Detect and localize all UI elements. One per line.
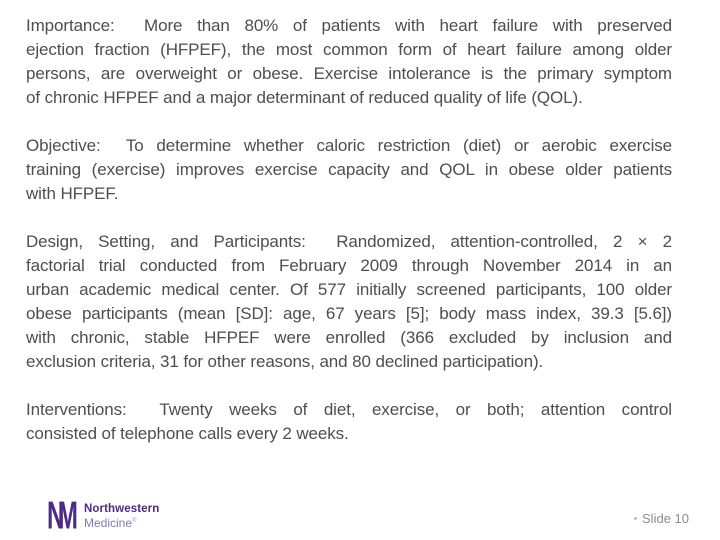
logo-wordmark: Northwestern Medicine® bbox=[84, 501, 159, 529]
paragraph-interventions: Interventions: Twenty weeks of diet, exe… bbox=[26, 398, 672, 446]
text-line: of chronic HFPEF and a major determinant… bbox=[26, 88, 583, 107]
bullet-icon: ▪ bbox=[634, 513, 638, 523]
text-line: with HFPEF. bbox=[26, 184, 119, 203]
text-line: Design, Setting, and Participants: Rando… bbox=[26, 232, 672, 251]
svg-text:M: M bbox=[58, 501, 78, 529]
text-line: persons, are overweight or obese. Exerci… bbox=[26, 64, 672, 83]
paragraph-objective: Objective: To determine whether caloric … bbox=[26, 134, 672, 206]
slide-number: ▪ Slide 10 bbox=[634, 511, 689, 526]
slide-number-label: Slide 10 bbox=[642, 511, 689, 526]
trademark-symbol: ® bbox=[132, 518, 137, 524]
paragraph-importance: Importance: More than 80% of patients wi… bbox=[26, 14, 672, 110]
text-line: with chronic, stable HFPEF were enrolled… bbox=[26, 328, 672, 347]
text-line: consisted of telephone calls every 2 wee… bbox=[26, 424, 349, 443]
text-line: training (exercise) improves exercise ca… bbox=[26, 160, 672, 179]
paragraph-design-setting-participants: Design, Setting, and Participants: Rando… bbox=[26, 230, 672, 374]
logo-division-text: Medicine® bbox=[84, 516, 137, 530]
svg-text:N: N bbox=[47, 501, 65, 529]
slide-text-content: Importance: More than 80% of patients wi… bbox=[26, 14, 672, 470]
logo-name-text: Northwestern bbox=[84, 503, 160, 515]
text-line: urban academic medical center. Of 577 in… bbox=[26, 280, 672, 299]
text-line: Importance: More than 80% of patients wi… bbox=[26, 16, 672, 35]
nm-monogram-icon: N M bbox=[47, 501, 78, 529]
text-line: exclusion criteria, 31 for other reasons… bbox=[26, 352, 544, 371]
text-line: Interventions: Twenty weeks of diet, exe… bbox=[26, 400, 672, 419]
text-line: ejection fraction (HFPEF), the most comm… bbox=[26, 40, 672, 59]
northwestern-medicine-logo: N M Northwestern Medicine® bbox=[47, 501, 159, 529]
text-line: Objective: To determine whether caloric … bbox=[26, 136, 672, 155]
text-line: factorial trial conducted from February … bbox=[26, 256, 672, 275]
text-line: obese participants (mean [SD]: age, 67 y… bbox=[26, 304, 672, 323]
